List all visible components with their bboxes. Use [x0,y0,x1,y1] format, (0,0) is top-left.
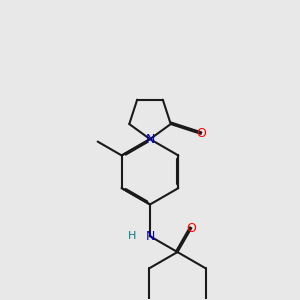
Text: N: N [145,133,155,146]
Text: O: O [196,127,206,140]
Text: H: H [128,231,136,241]
Text: O: O [186,221,196,235]
Text: N: N [145,230,155,243]
